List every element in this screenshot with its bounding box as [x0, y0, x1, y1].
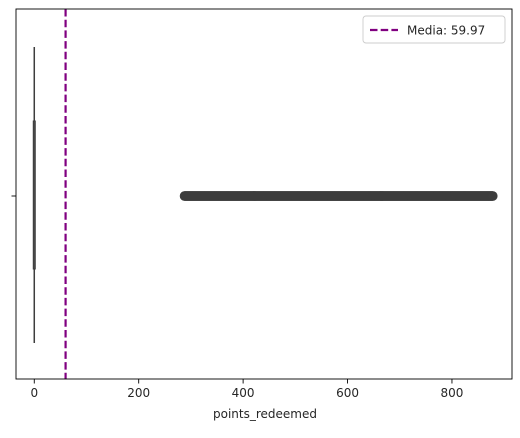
outlier-point: [487, 191, 498, 201]
legend-label: Media: 59.97: [407, 24, 485, 38]
x-tick-label: 200: [127, 386, 150, 400]
legend: Media: 59.97: [362, 15, 506, 44]
x-tick-label: 600: [336, 386, 359, 400]
x-tick-label: 800: [441, 386, 464, 400]
x-tick-label: 0: [30, 386, 38, 400]
box-body: [32, 120, 36, 270]
x-axis-label: points_redeemed: [213, 407, 317, 421]
axes: 0 200 400 600 800 points_redeemed: [11, 8, 513, 421]
legend-box: [362, 15, 506, 44]
x-tick-label: 400: [232, 386, 255, 400]
outlier-points: [179, 191, 498, 201]
axes-frame: [15, 8, 513, 380]
box-element: [32, 47, 36, 343]
